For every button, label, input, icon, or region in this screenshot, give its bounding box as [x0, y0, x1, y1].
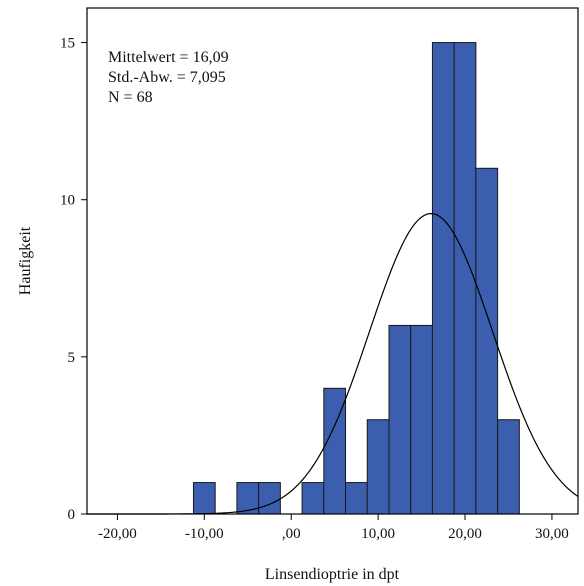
histogram-bar-13	[497, 419, 520, 515]
histogram-bar-8	[388, 324, 412, 515]
histogram-bar-1	[192, 482, 216, 515]
x-tick-label: 10,00	[361, 526, 395, 542]
x-axis-title: Linsendioptrie in dpt	[265, 566, 400, 583]
histogram-bar-9	[410, 324, 433, 515]
x-tick-label: ,00	[282, 526, 301, 542]
histogram-bar-3	[258, 482, 281, 515]
histogram-bar-10	[431, 42, 455, 515]
y-tick-label: 10	[60, 193, 75, 209]
ticks-layer: -20,00 -10,00 ,00 10,00 20,00 30,00 0 5 10 15	[60, 36, 569, 542]
x-tick-label: -20,00	[98, 526, 137, 542]
stats-n: N = 68	[108, 89, 153, 106]
histogram-bar-12	[475, 167, 499, 515]
histogram-bar-7	[366, 419, 390, 515]
histogram-bar-4	[301, 482, 325, 515]
bars-layer	[192, 42, 520, 515]
y-axis-title: Haufigkeit	[17, 226, 34, 295]
plot-frame	[86, 7, 579, 515]
x-tick-label: -10,00	[185, 526, 224, 542]
x-tick-label: 30,00	[535, 526, 569, 542]
y-tick-label: 15	[60, 36, 75, 52]
histogram-bar-6	[345, 482, 368, 515]
y-tick-label: 5	[68, 350, 76, 366]
stats-mean: Mittelwert = 16,09	[108, 49, 229, 66]
histogram-bar-11	[453, 42, 477, 515]
y-tick-label: 0	[68, 507, 76, 523]
stats-sd: Std.-Abw. = 7,095	[108, 69, 226, 86]
x-tick-label: 20,00	[448, 526, 482, 542]
